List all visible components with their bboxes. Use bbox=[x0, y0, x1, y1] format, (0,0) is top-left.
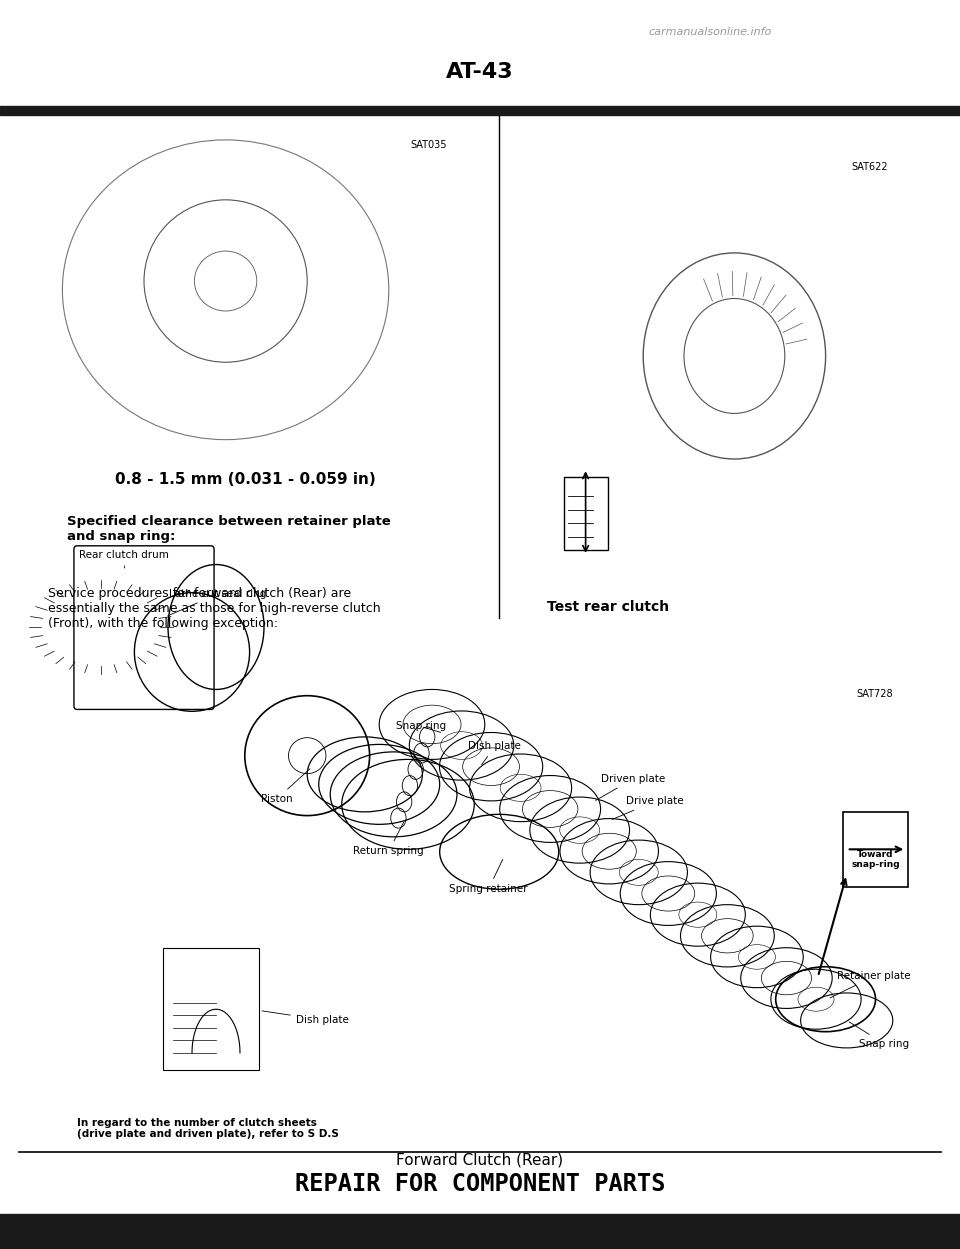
Text: Spring retainer: Spring retainer bbox=[449, 859, 528, 894]
Text: Snap ring: Snap ring bbox=[396, 722, 445, 732]
Text: SAT728: SAT728 bbox=[856, 689, 893, 699]
Text: Rear clutch drum: Rear clutch drum bbox=[79, 551, 169, 568]
Text: In regard to the number of clutch sheets
(drive plate and driven plate), refer t: In regard to the number of clutch sheets… bbox=[77, 1118, 339, 1139]
Bar bbox=[163, 948, 259, 1070]
Text: Test rear clutch: Test rear clutch bbox=[547, 600, 669, 613]
Bar bbox=[0, 1214, 960, 1249]
Text: Dish plate: Dish plate bbox=[262, 1010, 348, 1025]
Text: Snap ring: Snap ring bbox=[849, 1022, 909, 1049]
Text: Driven plate: Driven plate bbox=[596, 774, 665, 801]
Text: SAT035: SAT035 bbox=[410, 140, 446, 150]
Text: Forward Clutch (Rear): Forward Clutch (Rear) bbox=[396, 1153, 564, 1168]
Text: Specified clearance between retainer plate
and snap ring:: Specified clearance between retainer pla… bbox=[67, 515, 391, 542]
Text: SAT622: SAT622 bbox=[852, 162, 888, 172]
Bar bbox=[843, 812, 908, 887]
Text: Dish plate: Dish plate bbox=[468, 742, 521, 764]
Text: Drive plate: Drive plate bbox=[612, 797, 684, 819]
Text: Piston: Piston bbox=[261, 768, 310, 804]
Text: Service procedures for forward clutch (Rear) are
essentially the same as those f: Service procedures for forward clutch (R… bbox=[48, 587, 380, 629]
Text: REPAIR FOR COMPONENT PARTS: REPAIR FOR COMPONENT PARTS bbox=[295, 1172, 665, 1197]
Text: carmanualsonline.info: carmanualsonline.info bbox=[649, 27, 772, 37]
Text: AT-43: AT-43 bbox=[446, 62, 514, 82]
Text: Lathe cut seal ring: Lathe cut seal ring bbox=[168, 590, 266, 616]
Text: Toward
snap-ring: Toward snap-ring bbox=[852, 849, 900, 869]
Bar bbox=[0, 106, 960, 115]
Text: Retainer plate: Retainer plate bbox=[830, 972, 911, 998]
Bar bbox=[564, 477, 608, 550]
Text: 0.8 - 1.5 mm (0.031 - 0.059 in): 0.8 - 1.5 mm (0.031 - 0.059 in) bbox=[115, 472, 376, 487]
Text: Return spring: Return spring bbox=[353, 822, 424, 857]
